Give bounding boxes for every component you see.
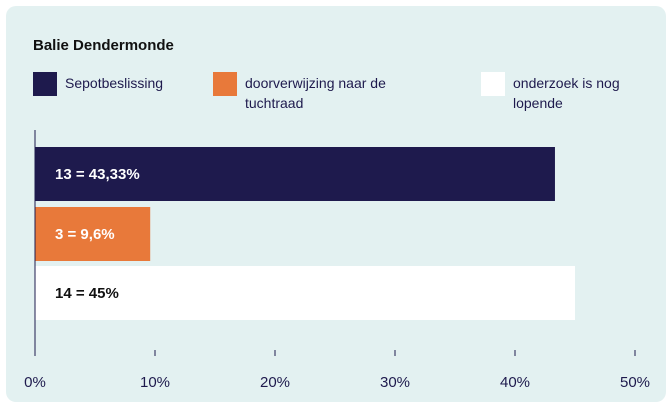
x-tick-label: 20% <box>260 374 290 391</box>
x-tick-label: 40% <box>500 374 530 391</box>
legend-swatch <box>33 72 57 96</box>
x-tick-label: 0% <box>24 374 46 391</box>
legend-label: onderzoek is nog lopende <box>513 75 620 111</box>
bar <box>35 207 151 261</box>
legend-swatch <box>213 72 237 96</box>
x-tick-label: 30% <box>380 374 410 391</box>
bar <box>35 147 555 201</box>
chart-title: Balie Dendermonde <box>33 37 174 54</box>
value-label: 3 = 9,6% <box>55 226 115 243</box>
legend-label: doorverwijzing naar de tuchtraad <box>245 75 386 111</box>
panel <box>6 6 666 402</box>
bar <box>35 266 575 320</box>
value-label: 13 = 43,33% <box>55 166 140 183</box>
legend-swatch <box>481 72 505 96</box>
x-tick-label: 10% <box>140 374 170 391</box>
legend-label: Sepotbeslissing <box>65 75 163 91</box>
value-label: 14 = 45% <box>55 285 119 302</box>
x-tick-label: 50% <box>620 374 650 391</box>
